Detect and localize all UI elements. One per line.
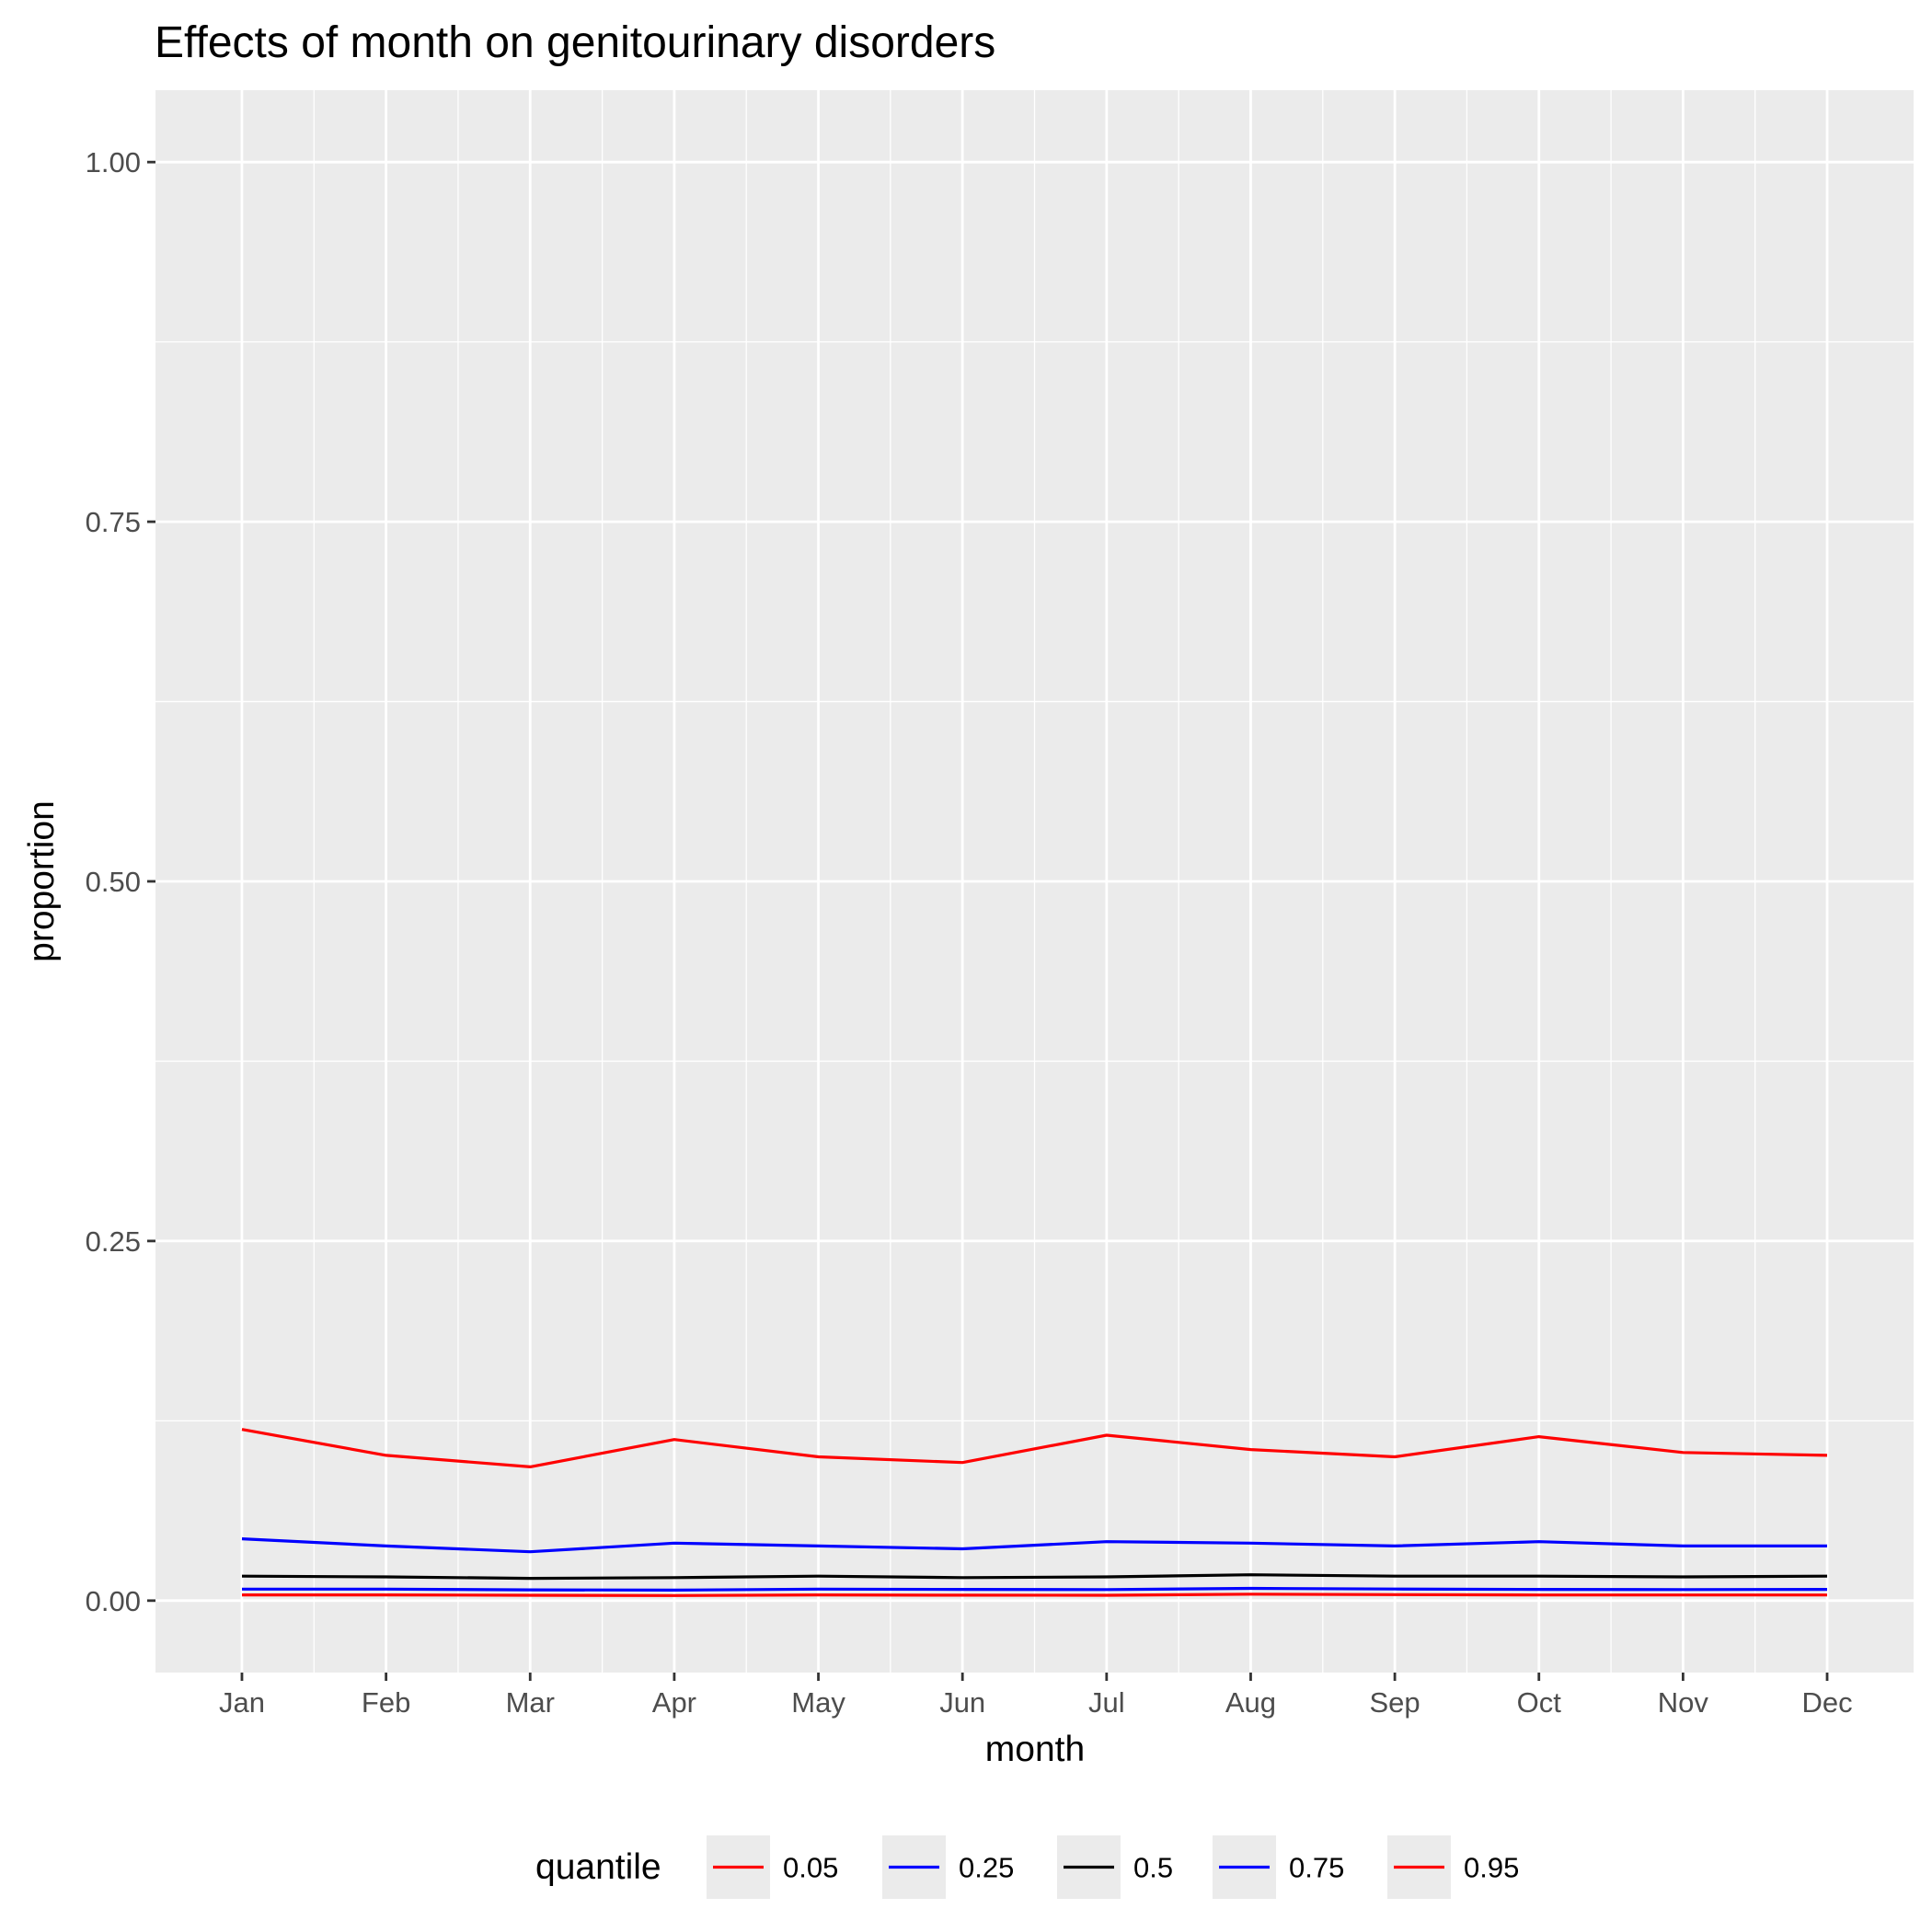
series-line-0-75 xyxy=(241,1537,1827,1554)
x-axis: Jan Feb Mar Apr May Jun Jul Aug Sep Oct Nov Dec xyxy=(219,1673,1853,1719)
legend-label: 0.05 xyxy=(783,1852,838,1884)
legend-label: 0.25 xyxy=(959,1852,1014,1884)
y-tick-label: 1.00 xyxy=(86,146,141,178)
y-tick-label: 0.75 xyxy=(86,506,141,538)
x-tick-label: Mar xyxy=(506,1686,555,1719)
legend-title: quantile xyxy=(535,1847,661,1887)
x-tick-label: Aug xyxy=(1225,1686,1276,1719)
y-axis: 0.00 0.25 0.50 0.75 1.00 xyxy=(86,146,155,1617)
x-tick-label: Jan xyxy=(219,1686,265,1719)
legend-label: 0.95 xyxy=(1464,1852,1519,1884)
legend-item-0-75: 0.75 xyxy=(1213,1835,1344,1899)
legend-item-0-5: 0.5 xyxy=(1057,1835,1173,1899)
series-line-0-05 xyxy=(242,1593,1827,1597)
legend-label: 0.5 xyxy=(1133,1852,1173,1884)
x-tick-label: Oct xyxy=(1517,1686,1562,1719)
x-tick-label: Dec xyxy=(1801,1686,1852,1719)
y-axis-title: proportion xyxy=(22,800,62,962)
legend-item-0-95: 0.95 xyxy=(1387,1835,1519,1899)
y-tick-label: 0.50 xyxy=(86,866,141,898)
x-tick-label: Jul xyxy=(1088,1686,1125,1719)
legend: quantile 0.05 0.25 0.5 0.75 0.95 xyxy=(535,1835,1519,1899)
series-layer xyxy=(241,1428,1828,1597)
chart-title: Effects of month on genitourinary disord… xyxy=(155,18,995,67)
x-axis-title: month xyxy=(985,1730,1085,1769)
y-tick-label: 0.00 xyxy=(86,1585,141,1617)
legend-item-0-25: 0.25 xyxy=(882,1835,1014,1899)
series-line-0-5 xyxy=(241,1573,1828,1581)
series-line-0-25 xyxy=(242,1586,1828,1593)
y-tick-label: 0.25 xyxy=(86,1225,141,1258)
x-tick-label: Feb xyxy=(362,1686,410,1719)
series-line-0-95 xyxy=(241,1428,1828,1469)
x-tick-label: Sep xyxy=(1370,1686,1420,1719)
x-tick-label: Nov xyxy=(1658,1686,1709,1719)
x-tick-label: Jun xyxy=(939,1686,985,1719)
x-tick-label: Apr xyxy=(652,1686,696,1719)
legend-item-0-05: 0.05 xyxy=(707,1835,838,1899)
legend-label: 0.75 xyxy=(1289,1852,1344,1884)
grid-lines xyxy=(155,90,1914,1673)
x-tick-label: May xyxy=(791,1686,845,1719)
